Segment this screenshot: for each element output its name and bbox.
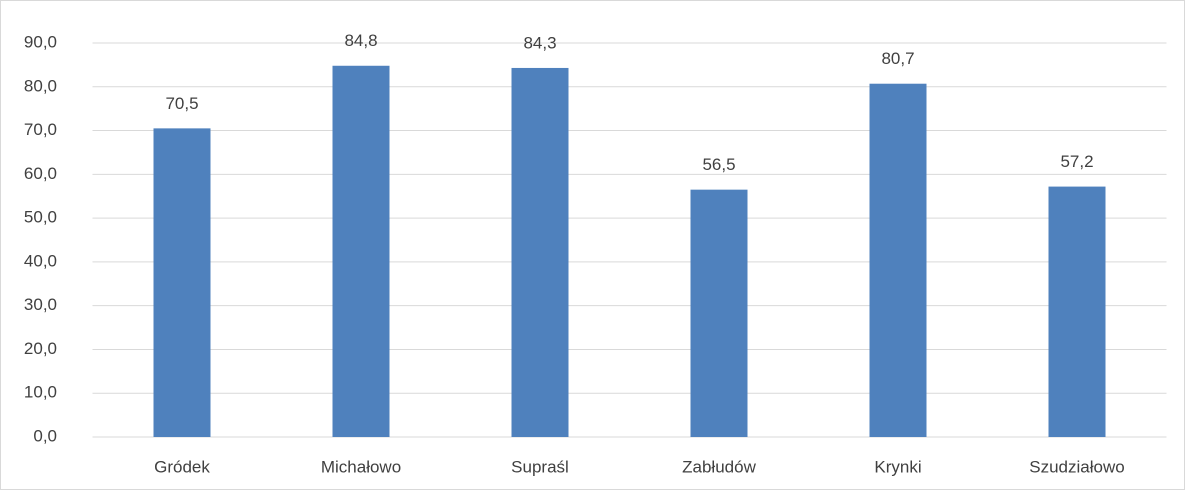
x-tick-label: Zabłudów [682,457,756,476]
y-tick-label: 80,0 [24,76,57,95]
y-tick-label: 10,0 [24,383,57,402]
bar [869,83,927,438]
data-label: 57,2 [1060,152,1093,171]
data-label: 80,7 [881,49,914,68]
x-tick-label: Krynki [874,457,921,476]
data-label: 84,8 [344,31,377,50]
x-tick-label: Supraśl [511,457,569,476]
y-tick-label: 90,0 [24,32,57,51]
x-tick-label: Szudziałowo [1029,457,1124,476]
y-tick-label: 40,0 [24,251,57,270]
y-tick-label: 70,0 [24,120,57,139]
bar [153,128,211,437]
bar [332,65,390,438]
data-label: 84,3 [523,33,556,52]
x-tick-label: Michałowo [321,457,401,476]
data-label: 70,5 [165,94,198,113]
x-tick-label: Gródek [154,457,210,476]
bar [1048,186,1106,437]
y-tick-label: 20,0 [24,339,57,358]
y-tick-label: 60,0 [24,164,57,183]
y-tick-label: 50,0 [24,208,57,227]
bar [690,189,748,437]
data-label: 56,5 [702,155,735,174]
bar [511,67,569,437]
y-tick-label: 30,0 [24,295,57,314]
y-tick-label: 0,0 [33,426,57,445]
